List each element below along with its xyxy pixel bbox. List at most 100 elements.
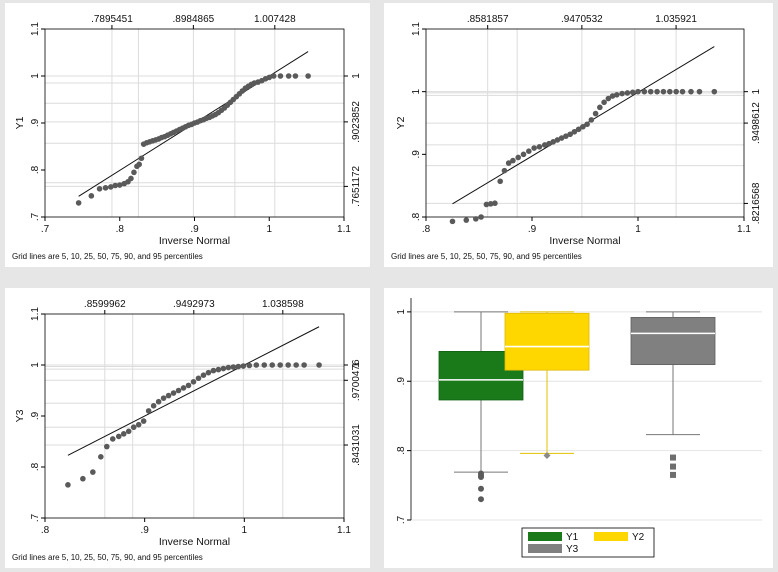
legend-label-y3: Y3 [566,544,579,555]
data-point [487,201,494,207]
data-point [285,73,292,79]
data-point [165,392,172,399]
data-point [235,363,242,370]
data-point [270,73,277,79]
data-point [497,178,503,185]
data-point [483,201,490,208]
y-tick-label: 1 [396,309,407,315]
qq-plot-y1: .7 .8 .9 1 1.1 .7 .8 .9 1 1.1 .7895451 .8984865 1.00… [12,14,362,261]
data-point [138,155,145,162]
data-point [80,475,86,482]
data-point [175,387,182,394]
data-point [131,169,137,176]
grid-note: Grid lines are 5, 10, 25, 50, 75, 90, an… [12,553,203,562]
plot-frame [44,313,345,519]
data-point [641,88,648,95]
data-point [75,200,82,206]
legend-swatch-y2 [594,532,628,541]
data-point [65,482,71,488]
data-point [515,154,522,161]
data-point [240,363,247,369]
top-tick-label: .8581857 [467,14,509,25]
y-tick-label: .9 [30,118,41,127]
legend-swatch-y1 [528,532,562,541]
top-tick-label: .9470532 [561,14,603,25]
data-point [558,135,565,141]
qq-plot-y3: .8.9 1 1.1.7.8.911.1.8599962.9492973 1.0385… [12,299,362,562]
data-point [478,214,484,220]
data-point [215,366,222,373]
data-point [688,88,694,95]
data-point [563,133,569,139]
data-point [571,128,578,135]
box-y3 [630,317,716,365]
y-tick-label: .7 [396,515,407,524]
y-tick-label: .9 [396,377,407,386]
x-tick-label: 1 [266,224,272,235]
data-point [190,379,197,385]
data-point [667,88,673,95]
data-point [554,137,561,143]
data-point [301,362,307,368]
data-point [160,395,167,401]
top-tick-label: .8599962 [84,299,126,310]
data-point [210,367,217,374]
data-point [580,123,586,130]
data-point [536,144,543,150]
data-point [550,139,556,145]
x-tick-label: .9 [190,224,199,235]
y-tick-label: 1.1 [30,307,41,321]
data-point [584,121,590,128]
data-point [128,175,134,182]
right-tick-label: .9498612 [751,102,762,144]
outlier-point [478,473,484,480]
data-point [269,362,276,368]
data-point [546,140,552,147]
data-point [109,436,116,442]
data-point [253,362,260,368]
x-tick-label: 1 [242,525,248,536]
data-point [120,431,127,437]
grid-note: Grid lines are 5, 10, 25, 50, 75, 90, an… [12,252,203,261]
data-point [140,418,147,424]
data-point [261,362,268,368]
data-point [647,88,654,95]
data-point [629,89,636,96]
qq-plot-y2: .8 .9 1 1.1 .8 .9 1 1.1 .8581857 .9470532 1.035921… [391,14,762,261]
qq-panel-y2: .8 .9 1 1.1 .8 .9 1 1.1 .8581857 .9470532 1.035921… [384,3,773,267]
data-point [510,157,516,164]
data-point [115,433,122,440]
data-point [125,428,132,435]
data-point [679,88,686,95]
legend-label-y1: Y1 [566,532,579,543]
data-point [225,364,232,371]
y-axis-label: Y1 [14,116,26,129]
right-tick-label: .7651172 [351,165,362,206]
data-point [541,142,548,148]
data-point [150,403,157,409]
boxplot-panel: .7 .8 .9 1 Y1 Y2 Y3 [384,288,773,568]
y-tick-label: .7 [30,212,41,221]
data-point [155,398,162,405]
data-point [463,217,470,223]
y-axis-label: Y3 [14,409,26,422]
right-tick-label: 1 [351,362,362,368]
y-axis-label: Y2 [395,116,407,129]
data-point [609,93,616,99]
data-point [567,131,573,138]
data-point [526,148,532,154]
data-point [520,151,527,158]
data-point [614,92,620,98]
data-point [135,421,142,428]
data-point [473,216,479,222]
top-tick-label: .7895451 [91,14,133,25]
right-tick-label: .8216568 [751,182,762,224]
data-point [285,362,291,368]
outlier-point [543,451,551,459]
qq-panel-y1: .7 .8 .9 1 1.1 .7 .8 .9 1 1.1 .7895451 .8984865 1.00… [5,3,370,267]
y-tick-label: .9 [30,411,41,420]
data-point [654,88,660,95]
data-point [96,186,103,192]
data-point [449,218,456,225]
right-tick-label: .8431031 [351,424,362,466]
